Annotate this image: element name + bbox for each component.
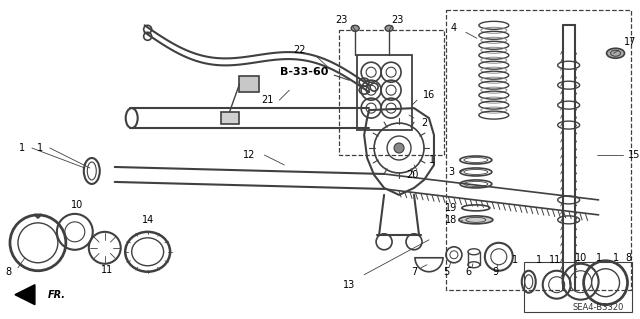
Ellipse shape — [385, 25, 393, 31]
Text: 14: 14 — [141, 215, 154, 225]
Text: 11: 11 — [100, 265, 113, 275]
Bar — [221, 112, 239, 124]
Text: 7: 7 — [411, 267, 417, 277]
Text: 23: 23 — [391, 15, 403, 25]
Ellipse shape — [459, 216, 493, 224]
Polygon shape — [15, 285, 35, 305]
Text: 1: 1 — [19, 143, 25, 153]
Text: 1: 1 — [512, 255, 518, 265]
Bar — [446, 10, 630, 290]
Text: 18: 18 — [445, 215, 457, 225]
Circle shape — [394, 143, 404, 153]
Text: 22: 22 — [293, 45, 305, 55]
Text: 9: 9 — [493, 267, 499, 277]
Text: FR.: FR. — [48, 290, 66, 300]
Text: 2: 2 — [421, 118, 427, 128]
Text: 12: 12 — [243, 150, 255, 160]
Text: 10: 10 — [575, 253, 587, 263]
Text: 21: 21 — [261, 95, 273, 105]
Text: 8: 8 — [5, 267, 11, 277]
Text: 15: 15 — [628, 150, 640, 160]
Text: 23: 23 — [335, 15, 348, 25]
Text: 17: 17 — [625, 37, 637, 47]
Text: 8: 8 — [625, 253, 632, 263]
Text: B-33-60: B-33-60 — [280, 67, 328, 77]
Text: 16: 16 — [423, 90, 435, 100]
Text: 10: 10 — [70, 200, 83, 210]
Bar — [357, 55, 412, 130]
Text: 1: 1 — [612, 253, 619, 263]
Text: 6: 6 — [466, 267, 472, 277]
Text: 5: 5 — [443, 267, 449, 277]
Ellipse shape — [607, 48, 625, 58]
Text: 20: 20 — [406, 170, 418, 180]
Text: 1: 1 — [429, 155, 435, 165]
Text: 11: 11 — [548, 255, 561, 265]
Text: 1: 1 — [596, 253, 602, 263]
Text: SEA4-B3320: SEA4-B3320 — [572, 303, 623, 312]
Bar — [524, 262, 632, 312]
Text: 3: 3 — [448, 167, 454, 177]
Bar — [339, 30, 444, 155]
Ellipse shape — [351, 25, 359, 31]
Text: 13: 13 — [343, 280, 355, 290]
Text: 4: 4 — [451, 23, 457, 33]
Text: 1: 1 — [37, 143, 43, 153]
Text: 19: 19 — [445, 203, 457, 213]
Text: 1: 1 — [536, 255, 542, 265]
Bar — [239, 76, 259, 92]
